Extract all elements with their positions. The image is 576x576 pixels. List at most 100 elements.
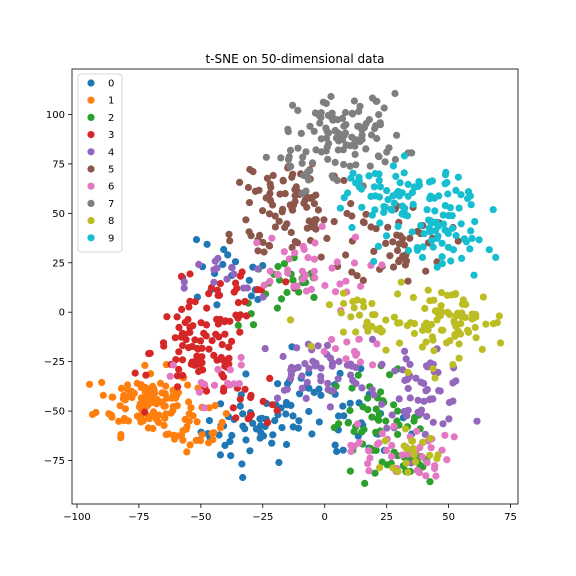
data-point: [347, 441, 355, 449]
data-point: [376, 219, 384, 227]
data-point: [419, 463, 427, 471]
x-tick-label: −25: [252, 512, 273, 523]
y-tick-label: 25: [52, 258, 65, 269]
data-point: [169, 361, 177, 369]
data-point: [239, 410, 247, 418]
data-point: [242, 216, 250, 224]
legend-marker: [87, 199, 95, 207]
data-point: [376, 119, 384, 127]
data-point: [466, 245, 474, 253]
data-point: [137, 383, 145, 391]
data-point: [217, 424, 225, 432]
plot-area: [85, 89, 505, 487]
data-point: [211, 257, 219, 265]
data-point: [384, 196, 392, 204]
data-point: [426, 451, 434, 459]
data-point: [364, 460, 372, 468]
data-point: [307, 342, 315, 350]
data-point: [428, 237, 436, 245]
data-point: [299, 153, 307, 161]
data-point: [416, 443, 424, 452]
data-point: [347, 313, 355, 321]
data-point: [360, 425, 368, 434]
data-point: [404, 384, 412, 392]
data-point: [404, 368, 412, 376]
data-point: [328, 264, 336, 272]
data-point: [308, 159, 317, 167]
data-point: [92, 408, 100, 417]
data-point: [205, 290, 213, 298]
data-point: [219, 356, 227, 364]
data-point: [311, 109, 319, 117]
data-point: [141, 361, 149, 369]
data-point: [485, 246, 493, 254]
data-point: [431, 374, 439, 382]
data-point: [390, 313, 398, 321]
data-point: [246, 447, 254, 455]
data-point: [293, 344, 301, 352]
data-point: [277, 295, 286, 303]
data-point: [202, 321, 211, 329]
data-point: [213, 315, 221, 323]
data-point: [355, 438, 363, 447]
data-point: [331, 158, 339, 166]
data-point: [350, 304, 358, 312]
data-point: [409, 444, 417, 452]
data-point: [266, 277, 274, 285]
data-point: [259, 207, 267, 215]
data-point: [449, 246, 457, 254]
x-tick-label: 75: [504, 512, 517, 523]
data-point: [219, 260, 227, 269]
data-point: [395, 395, 403, 403]
legend-label: 6: [108, 182, 114, 193]
data-point: [431, 227, 439, 235]
data-point: [266, 242, 274, 250]
data-point: [210, 278, 218, 286]
data-point: [328, 172, 336, 180]
data-point: [291, 249, 299, 257]
data-point: [296, 390, 304, 398]
data-point: [198, 431, 206, 439]
data-point: [230, 380, 238, 388]
legend-marker: [87, 96, 95, 104]
data-point: [430, 296, 438, 304]
data-point: [260, 248, 268, 256]
data-point: [384, 223, 392, 231]
data-point: [245, 199, 254, 207]
data-point: [282, 398, 290, 407]
data-point: [289, 170, 297, 178]
data-point: [470, 271, 478, 279]
data-point: [395, 339, 404, 347]
data-point: [342, 277, 350, 285]
legend-label: 5: [108, 165, 114, 176]
data-point: [339, 402, 347, 410]
data-point: [362, 145, 370, 153]
data-point: [434, 451, 442, 459]
data-point: [179, 436, 187, 444]
data-point: [382, 239, 390, 247]
data-point: [105, 410, 113, 418]
data-point: [228, 263, 236, 272]
data-point: [452, 232, 460, 240]
data-point: [369, 361, 377, 369]
data-point: [141, 408, 149, 416]
data-point: [271, 223, 279, 231]
data-point: [423, 412, 431, 421]
data-point: [277, 154, 285, 162]
data-point: [266, 374, 274, 382]
data-point: [212, 330, 220, 338]
data-point: [382, 232, 391, 240]
data-point: [402, 355, 410, 363]
data-point: [495, 312, 503, 320]
data-point: [409, 200, 417, 208]
data-point: [314, 206, 322, 214]
data-point: [457, 220, 465, 228]
data-point: [479, 293, 487, 301]
data-point: [351, 150, 359, 158]
data-point: [214, 365, 222, 373]
data-point: [360, 219, 368, 227]
data-point: [255, 186, 263, 194]
data-point: [438, 260, 446, 268]
data-point: [378, 360, 386, 368]
data-point: [462, 238, 470, 246]
